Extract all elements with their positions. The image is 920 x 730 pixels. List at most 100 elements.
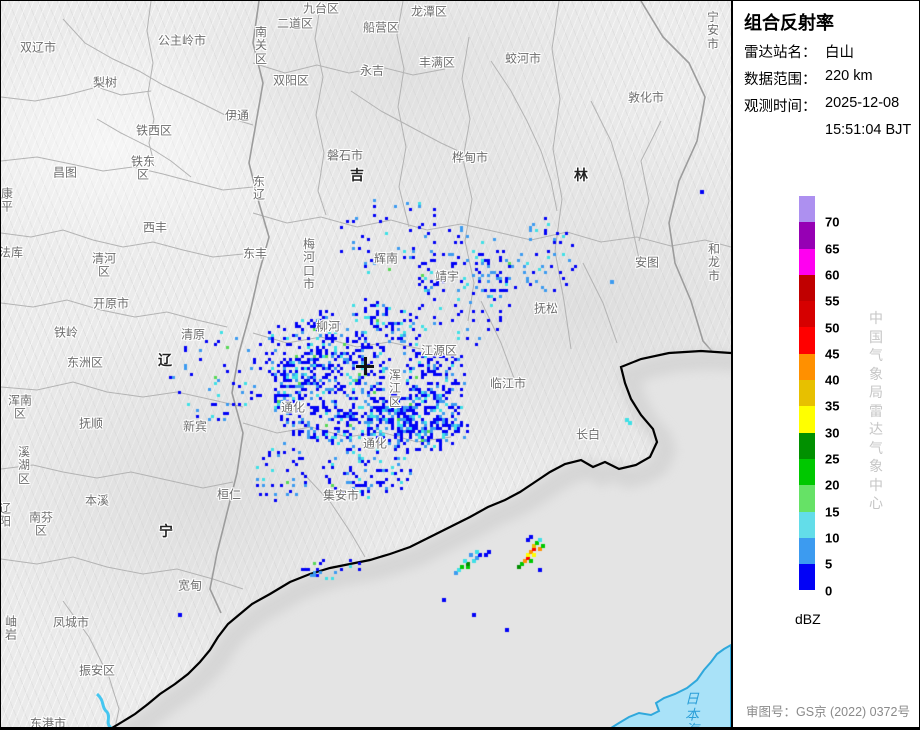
place-label: 敦化市 bbox=[627, 90, 665, 105]
legend-segment bbox=[799, 196, 815, 223]
legend-tick: 0 bbox=[825, 583, 833, 598]
legend-tick: 15 bbox=[825, 504, 840, 520]
legend-tick: 25 bbox=[825, 451, 840, 467]
place-label: 康 平 bbox=[1, 186, 14, 214]
place-label: 宁 安 市 bbox=[706, 9, 720, 51]
legend-segment bbox=[799, 406, 815, 433]
place-label: 梨树 bbox=[92, 75, 118, 90]
province-label: 宁 bbox=[159, 523, 173, 540]
sea-label: 日 本 海 bbox=[685, 690, 707, 727]
legend-tick: 65 bbox=[825, 241, 840, 257]
place-label: 东港市 bbox=[29, 716, 67, 728]
legend-tick: 10 bbox=[825, 530, 840, 546]
place-label: 东洲区 bbox=[66, 355, 104, 370]
product-title: 组合反射率 bbox=[744, 13, 834, 33]
place-label: 浑 江 区 bbox=[388, 367, 402, 409]
place-label: 通化 bbox=[362, 436, 388, 451]
place-label: 抚松 bbox=[533, 301, 559, 316]
info-rows: 雷达站名： 白山数据范围： 220 km 观测时间： 2025-12-08 15:51:0… bbox=[733, 41, 919, 138]
place-label: 浑南 区 bbox=[7, 393, 33, 421]
place-label: 船营区 bbox=[362, 20, 400, 35]
place-label: 磐石市 bbox=[326, 148, 364, 163]
place-label: 昌图 bbox=[52, 165, 78, 180]
place-label: 本溪 bbox=[84, 493, 110, 508]
place-label: 铁东 区 bbox=[130, 154, 156, 182]
legend-segment bbox=[799, 353, 815, 381]
place-label: 长白 bbox=[575, 427, 601, 442]
place-label: 蛟河市 bbox=[504, 51, 542, 66]
place-label: 新宾 bbox=[182, 419, 208, 434]
place-label: 安图 bbox=[634, 255, 660, 270]
legend-tick: 50 bbox=[825, 320, 840, 335]
place-label: 江源区 bbox=[420, 343, 458, 358]
place-label: 靖宇 bbox=[434, 269, 460, 284]
place-label: 开原市 bbox=[92, 296, 130, 311]
info-row: 雷达站名： 白山 bbox=[744, 45, 854, 61]
province-label: 吉 bbox=[350, 167, 364, 184]
info-panel: 组合反射率 雷达站名： 白山数据范围： 220 km 观测时间： 2025-12-08 1… bbox=[731, 1, 919, 727]
place-label: 辽 阳 bbox=[1, 502, 11, 530]
place-label: 桦甸市 bbox=[451, 150, 489, 165]
place-label: 辉南 bbox=[373, 251, 399, 266]
legend-colorbar: 70 65 60 55 50 45 40 35 30 25 20 15 10 5 0 bbox=[799, 196, 839, 598]
place-label: 公主岭市 bbox=[157, 33, 207, 48]
legend-segment bbox=[799, 248, 815, 275]
place-label: 伊通 bbox=[224, 108, 250, 123]
radar-map[interactable]: 双辽市 公主岭市 梨树 伊通 铁西区 铁东 区 昌图 九台区 二道区南 关 区 龙潭区 船营区 丰满区… bbox=[1, 1, 731, 728]
place-label: 法库 bbox=[1, 245, 24, 260]
legend-unit: dBZ bbox=[795, 611, 821, 627]
legend-tick: 30 bbox=[825, 425, 840, 441]
info-row: 15:51:04 BJT bbox=[825, 122, 912, 138]
legend-tick: 20 bbox=[825, 477, 840, 493]
info-row: 数据范围： 220 km bbox=[744, 68, 873, 88]
place-label: 临江市 bbox=[489, 376, 527, 391]
place-label: 清河 区 bbox=[91, 251, 117, 279]
legend-tick: 60 bbox=[825, 267, 840, 283]
place-label: 南芬 区 bbox=[28, 510, 54, 538]
place-label: 二道区 bbox=[276, 16, 314, 31]
place-label: 桓仁 bbox=[216, 487, 242, 502]
legend-segment bbox=[799, 511, 815, 538]
legend-segment bbox=[799, 380, 815, 407]
radar-station-marker bbox=[356, 357, 374, 375]
place-label: 西丰 bbox=[142, 220, 168, 235]
legend-tick: 45 bbox=[825, 346, 840, 362]
place-label: 宽甸 bbox=[177, 578, 203, 593]
place-label: 振安区 bbox=[78, 663, 116, 678]
legend-segment bbox=[799, 485, 815, 512]
place-labels-layer: 双辽市 公主岭市 梨树 伊通 铁西区 铁东 区 昌图 九台区 二道区南 关 区 龙潭区 船营区 丰满区… bbox=[1, 1, 731, 728]
place-label: 抚顺 bbox=[78, 416, 104, 431]
info-row: 观测时间： 2025-12-08 bbox=[744, 95, 900, 115]
legend-segment bbox=[799, 222, 815, 249]
place-label: 南 关 区 bbox=[254, 24, 268, 66]
legend-tick: 70 bbox=[825, 214, 840, 230]
watermark-text: 中 国 气 象 局 雷 达 气 象 中 心 bbox=[869, 310, 883, 511]
legend-segment bbox=[799, 564, 815, 591]
province-label: 辽 bbox=[158, 352, 172, 369]
legend-tick: 35 bbox=[825, 398, 840, 414]
place-label: 和 龙 市 bbox=[707, 241, 721, 283]
place-label: 东 辽 bbox=[252, 174, 266, 202]
legend-segment bbox=[799, 432, 815, 459]
place-label: 岫 岩 bbox=[4, 614, 18, 642]
legend-tick: 5 bbox=[825, 556, 833, 572]
place-label: 凤城市 bbox=[52, 615, 90, 630]
legend-tick: 40 bbox=[825, 372, 840, 388]
legend-segment bbox=[799, 274, 815, 302]
place-label: 铁西区 bbox=[135, 123, 173, 138]
place-label: 梅 河 口 市 bbox=[302, 237, 316, 292]
place-label: 铁岭 bbox=[53, 325, 79, 340]
place-label: 双辽市 bbox=[19, 40, 57, 55]
place-label: 溪 湖 区 bbox=[17, 444, 31, 486]
place-label: 九台区 bbox=[302, 1, 340, 16]
legend-segment bbox=[799, 301, 815, 328]
province-label: 林 bbox=[574, 167, 588, 184]
legend-segment bbox=[799, 458, 815, 486]
place-label: 龙潭区 bbox=[410, 4, 448, 19]
legend-tick: 55 bbox=[825, 293, 840, 309]
place-label: 永吉 bbox=[359, 63, 385, 78]
place-label: 东丰 bbox=[242, 246, 268, 261]
place-label: 柳河 bbox=[315, 319, 341, 334]
legend-segment bbox=[799, 537, 815, 565]
